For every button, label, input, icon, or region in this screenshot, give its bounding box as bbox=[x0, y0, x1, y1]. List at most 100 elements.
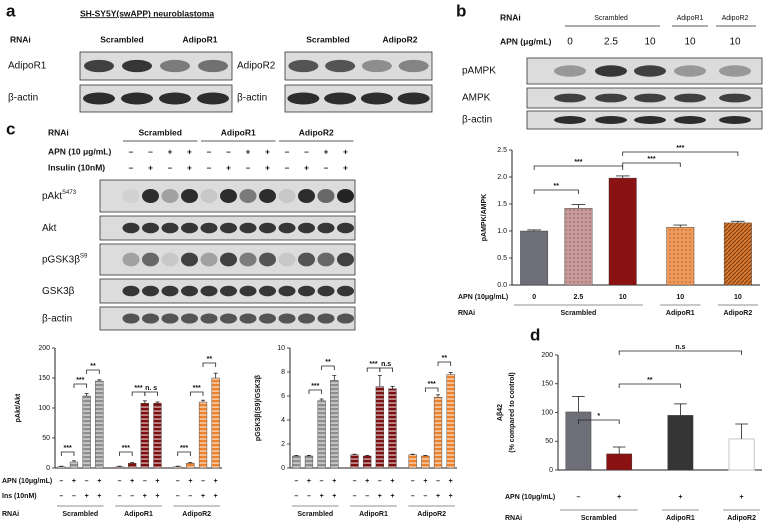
error-bar bbox=[730, 220, 745, 223]
blot-band bbox=[239, 252, 257, 267]
error-bar bbox=[84, 393, 89, 396]
apn-label: APN (10 μg/mL) bbox=[48, 146, 111, 156]
error-bar bbox=[365, 454, 370, 456]
group-label: AdipoR2 bbox=[417, 511, 446, 518]
y-tick-label: 8 bbox=[281, 369, 285, 376]
blot-band bbox=[200, 252, 218, 267]
sig-bracket bbox=[578, 419, 620, 424]
blot-band bbox=[634, 65, 666, 77]
row-value: + bbox=[72, 478, 76, 485]
blot-band bbox=[324, 92, 357, 105]
group-label: AdipoR1 bbox=[666, 310, 695, 317]
y-tick-label: 6 bbox=[281, 393, 285, 400]
group-label: AdipoR2 bbox=[299, 127, 334, 137]
apn-dose: 10 bbox=[684, 37, 696, 48]
row-label-sup: S9 bbox=[80, 253, 88, 259]
blot-band bbox=[220, 188, 237, 204]
sig-label: n.s bbox=[381, 361, 391, 368]
bar bbox=[57, 466, 66, 469]
insulin-sign: – bbox=[129, 162, 134, 172]
apn-sign: + bbox=[246, 146, 251, 156]
bar bbox=[173, 466, 182, 469]
row-value: 10 bbox=[734, 294, 742, 301]
sig-label: *** bbox=[76, 377, 84, 384]
error-bar bbox=[735, 423, 748, 439]
blot-band bbox=[288, 59, 319, 73]
group-label: AdipoR1 bbox=[666, 515, 695, 522]
blot-band bbox=[142, 285, 159, 297]
bar bbox=[198, 401, 208, 469]
blot-band bbox=[142, 188, 159, 204]
row-value: 10 bbox=[619, 294, 627, 301]
blot-band bbox=[200, 285, 218, 297]
insulin-sign: – bbox=[246, 162, 251, 172]
y-tick-label: 0 bbox=[281, 465, 285, 472]
sig-bracket bbox=[60, 451, 75, 456]
insulin-sign: – bbox=[207, 162, 212, 172]
blot-band bbox=[181, 313, 198, 324]
blot-band bbox=[719, 65, 751, 77]
blot-band bbox=[361, 59, 392, 73]
sig-bracket bbox=[424, 387, 439, 392]
blot-row-label: Akt bbox=[42, 223, 57, 234]
blot-band bbox=[278, 222, 296, 234]
bar bbox=[317, 400, 326, 469]
row-value: – bbox=[188, 493, 192, 500]
sig-bracket bbox=[533, 189, 579, 194]
sig-bracket bbox=[202, 362, 217, 367]
bar bbox=[82, 395, 91, 469]
bar bbox=[330, 380, 339, 469]
sig-bracket bbox=[177, 451, 191, 456]
sig-label: *** bbox=[428, 381, 436, 388]
sig-label: *** bbox=[122, 445, 130, 452]
blot-band bbox=[298, 252, 315, 267]
error-bar bbox=[130, 462, 135, 464]
sig-label: ** bbox=[554, 183, 560, 190]
group-label: Scrambled bbox=[100, 34, 143, 44]
sig-label: ** bbox=[325, 359, 331, 366]
bar bbox=[211, 377, 220, 469]
row-value: – bbox=[85, 478, 89, 485]
blot-band bbox=[317, 252, 335, 267]
sig-label: *** bbox=[311, 383, 319, 390]
blot-band bbox=[181, 222, 198, 234]
sig-label: ** bbox=[647, 377, 653, 384]
blot-band bbox=[142, 222, 159, 234]
blot-row-label: AdipoR2 bbox=[237, 61, 276, 72]
sig-label: ** bbox=[442, 355, 448, 362]
blot-band bbox=[142, 252, 159, 267]
y-tick-label: 150 bbox=[541, 381, 553, 388]
row-value: + bbox=[332, 493, 336, 500]
row-label-sup: S473 bbox=[62, 190, 77, 196]
bar bbox=[433, 397, 443, 469]
y-axis-label: Aβ42 bbox=[497, 404, 504, 421]
apn-sign: + bbox=[343, 146, 348, 156]
blot-band bbox=[554, 93, 586, 103]
blot-band bbox=[337, 252, 354, 267]
row-label-text: Akt bbox=[42, 223, 57, 234]
blot-band bbox=[595, 116, 627, 124]
sig-bracket bbox=[366, 367, 381, 372]
blot-row-label: β-actin bbox=[42, 313, 72, 324]
apn-dose: 10 bbox=[729, 37, 741, 48]
row-label-text: pGSK3β bbox=[42, 254, 80, 265]
apn-sign: + bbox=[324, 146, 329, 156]
bar bbox=[115, 466, 124, 469]
bar bbox=[388, 388, 397, 469]
row-label-text: β-actin bbox=[42, 313, 72, 324]
error-bar bbox=[436, 394, 440, 398]
row-value: – bbox=[118, 493, 122, 500]
rnai-label: RNAi bbox=[10, 34, 31, 44]
error-bar bbox=[352, 453, 357, 455]
insulin-sign: – bbox=[168, 162, 173, 172]
bar bbox=[608, 177, 637, 286]
blot-band bbox=[259, 285, 276, 297]
y-tick-label: 150 bbox=[38, 375, 50, 382]
bar bbox=[408, 454, 417, 469]
sig-bracket bbox=[618, 350, 742, 355]
row-value: + bbox=[436, 493, 440, 500]
sig-label: *** bbox=[574, 159, 582, 166]
bar bbox=[186, 463, 195, 469]
sig-label: n.s bbox=[675, 344, 685, 351]
